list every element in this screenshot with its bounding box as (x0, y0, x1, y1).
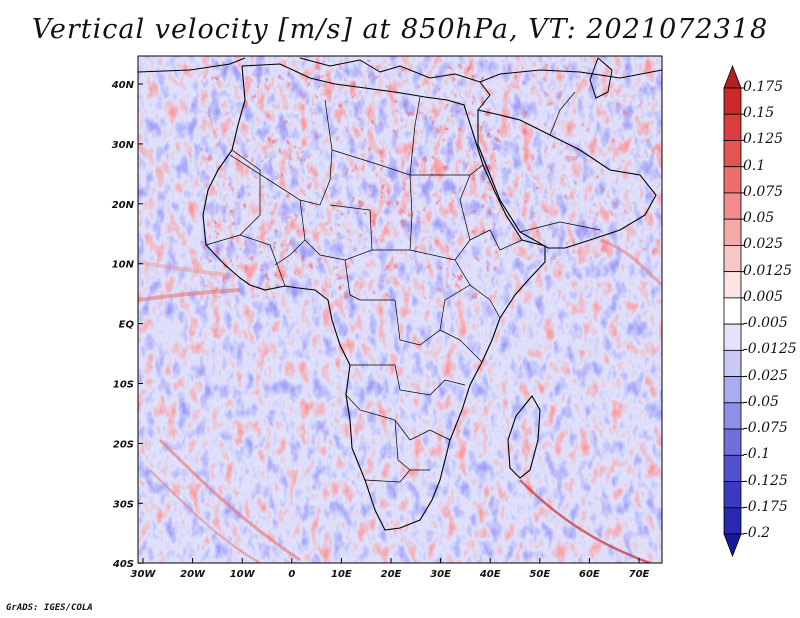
lon-tick-label: 60E (579, 569, 600, 580)
africa-coastline (202, 63, 546, 531)
colorbar-segment (723, 245, 742, 273)
colorbar-segment (723, 402, 742, 430)
lon-tick-label: 30E (430, 569, 451, 580)
colorbar-label: 0.025 (743, 236, 784, 253)
lon-tick-label: 10W (230, 569, 256, 580)
colorbar-segment (723, 323, 742, 351)
lat-tick-label: 10S (113, 380, 134, 391)
colorbar-label: 0.05 (743, 210, 775, 227)
country-borders (205, 91, 601, 483)
colorbar-segment (723, 271, 742, 299)
plot-frame (137, 55, 663, 564)
colorbar-label: 0.0125 (743, 262, 792, 279)
lat-tick-label: 30N (112, 140, 135, 151)
colorbar-label: -0.2 (743, 525, 770, 541)
colorbar-segment (723, 140, 742, 168)
colorbar-segment (723, 87, 742, 115)
lat-tick-label: EQ (119, 320, 135, 331)
lat-tick-label: 20S (113, 439, 134, 450)
colorbar-label: 0.15 (743, 105, 775, 122)
colorbar-segment (723, 192, 742, 220)
colorbar-label: -0.005 (743, 315, 788, 332)
colorbar-segment (723, 113, 742, 141)
colorbar-segment (723, 218, 742, 246)
longitude-axis: 30W 20W 10W 0 10E 20E 30E 40E 50E 60E 70E (131, 558, 650, 580)
lon-tick-label: 30W (131, 569, 157, 580)
lon-tick-label: 0 (288, 569, 295, 580)
grads-credit: GrADS: IGES/COLA (6, 603, 93, 613)
colorbar-label: -0.075 (743, 420, 788, 437)
lat-tick-label: 30S (113, 499, 134, 510)
colorbar-label: -0.05 (743, 393, 779, 410)
colorbar-label: 0.005 (743, 288, 784, 305)
europe-coastline (138, 57, 662, 83)
colorbar-label: 0.1 (743, 157, 766, 174)
arabia-coastline (477, 109, 657, 249)
colorbar-label: -0.175 (743, 498, 788, 515)
colorbar-segment (723, 454, 742, 482)
colorbar-segment (723, 481, 742, 509)
colorbar-segment (723, 349, 742, 377)
colorbar (723, 64, 744, 558)
latitude-axis: 40N 30N 20N 10N EQ 10S 20S 30S 40S (111, 80, 143, 570)
lon-tick-label: 20W (180, 569, 206, 580)
colorbar-segment (723, 297, 742, 325)
lon-tick-label: 10E (331, 569, 352, 580)
lon-tick-label: 70E (629, 569, 650, 580)
colorbar-label: -0.1 (743, 446, 770, 463)
colorbar-segment (723, 507, 742, 535)
lat-tick-label: 40S (112, 559, 134, 570)
lon-tick-label: 20E (381, 569, 402, 580)
lat-tick-label: 20N (112, 200, 135, 211)
map-title: Vertical velocity [m/s] at 850hPa, VT: 2… (31, 14, 769, 45)
colorbar-label: 0.075 (743, 183, 784, 200)
lon-tick-label: 40E (479, 569, 501, 580)
colorbar-bottom-arrow (723, 533, 742, 558)
colorbar-label: -0.125 (743, 472, 788, 489)
colorbar-label: -0.0125 (743, 341, 797, 358)
colorbar-segment (723, 428, 742, 456)
colorbar-segment (723, 166, 742, 194)
colorbar-label: 0.125 (743, 131, 784, 148)
vertical-velocity-field (138, 56, 662, 563)
colorbar-top-arrow (723, 64, 742, 89)
colorbar-segment (723, 376, 742, 404)
lat-tick-label: 40N (111, 80, 135, 91)
lon-tick-label: 50E (529, 569, 550, 580)
lat-tick-label: 10N (112, 260, 135, 271)
colorbar-label: 0.175 (743, 79, 784, 95)
madagascar-coastline (507, 395, 541, 479)
colorbar-label: -0.025 (743, 367, 788, 384)
